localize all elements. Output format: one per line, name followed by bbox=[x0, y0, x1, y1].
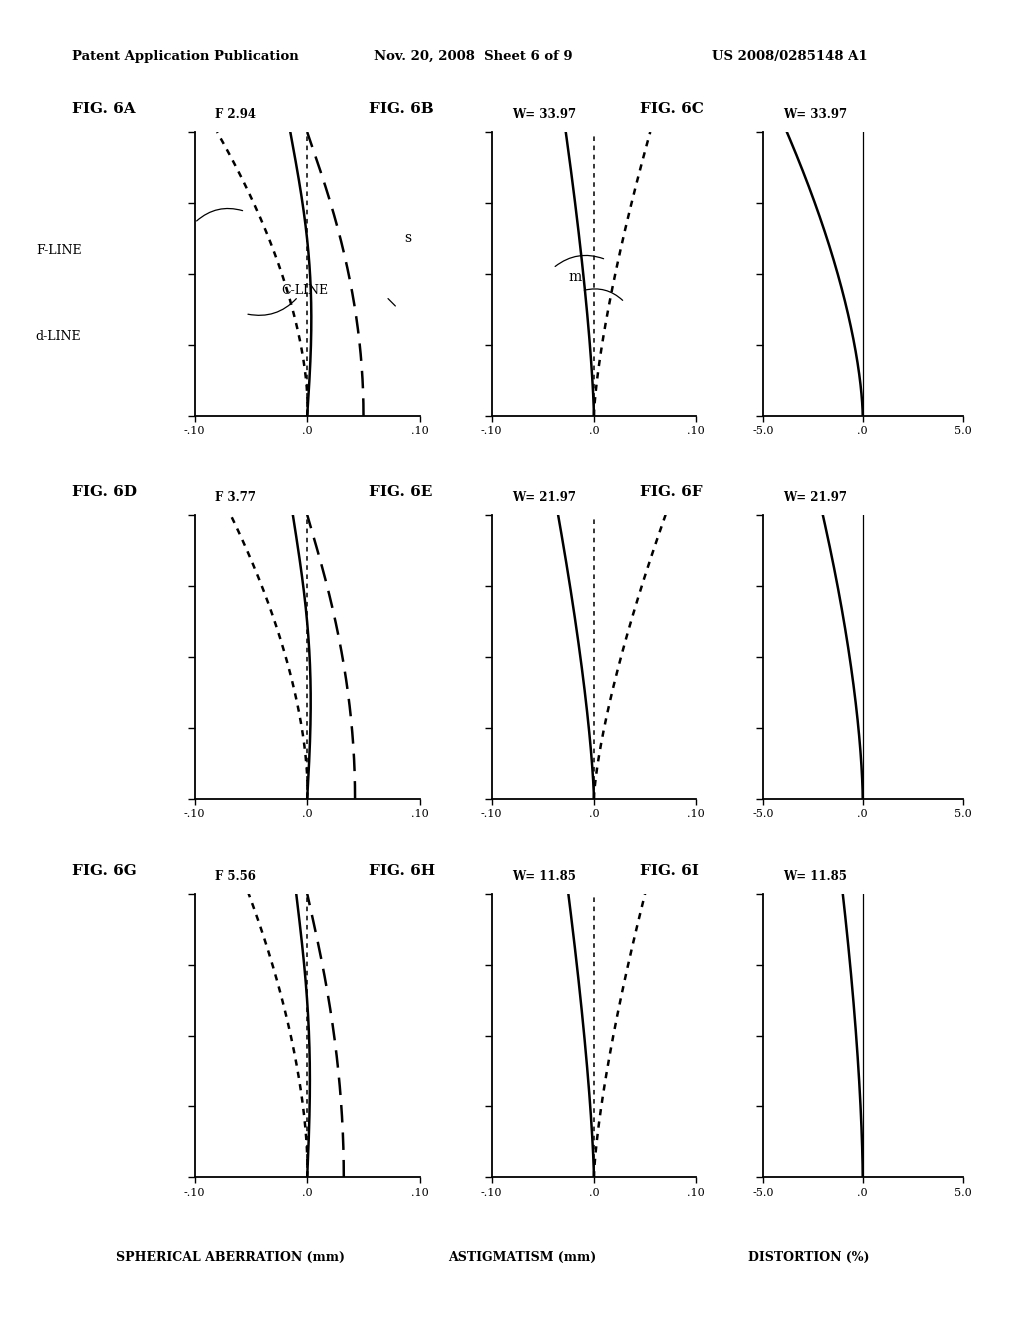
Text: m: m bbox=[568, 271, 582, 284]
Text: US 2008/0285148 A1: US 2008/0285148 A1 bbox=[712, 50, 867, 63]
Text: FIG. 6F: FIG. 6F bbox=[640, 484, 702, 499]
Text: F 2.94: F 2.94 bbox=[215, 108, 256, 121]
Text: SPHERICAL ABERRATION (mm): SPHERICAL ABERRATION (mm) bbox=[116, 1250, 345, 1263]
Text: FIG. 6E: FIG. 6E bbox=[369, 484, 432, 499]
Text: F-LINE: F-LINE bbox=[36, 244, 82, 257]
Text: FIG. 6H: FIG. 6H bbox=[369, 863, 435, 878]
Text: FIG. 6A: FIG. 6A bbox=[72, 102, 135, 116]
Text: W= 11.85: W= 11.85 bbox=[512, 870, 575, 883]
Text: W= 11.85: W= 11.85 bbox=[783, 870, 847, 883]
Text: s: s bbox=[404, 231, 412, 244]
Text: W= 21.97: W= 21.97 bbox=[512, 491, 575, 504]
Text: FIG. 6D: FIG. 6D bbox=[72, 484, 136, 499]
Text: DISTORTION (%): DISTORTION (%) bbox=[749, 1250, 869, 1263]
Text: ASTIGMATISM (mm): ASTIGMATISM (mm) bbox=[449, 1250, 596, 1263]
Text: W= 33.97: W= 33.97 bbox=[783, 108, 848, 121]
Text: Patent Application Publication: Patent Application Publication bbox=[72, 50, 298, 63]
Text: FIG. 6C: FIG. 6C bbox=[640, 102, 703, 116]
Text: FIG. 6I: FIG. 6I bbox=[640, 863, 698, 878]
Text: FIG. 6G: FIG. 6G bbox=[72, 863, 136, 878]
Text: W= 33.97: W= 33.97 bbox=[512, 108, 577, 121]
Text: FIG. 6B: FIG. 6B bbox=[369, 102, 433, 116]
Text: d-LINE: d-LINE bbox=[36, 330, 82, 343]
Text: F 3.77: F 3.77 bbox=[215, 491, 256, 504]
Text: Nov. 20, 2008  Sheet 6 of 9: Nov. 20, 2008 Sheet 6 of 9 bbox=[374, 50, 572, 63]
Text: C-LINE: C-LINE bbox=[282, 284, 329, 297]
Text: W= 21.97: W= 21.97 bbox=[783, 491, 848, 504]
Text: F 5.56: F 5.56 bbox=[215, 870, 256, 883]
